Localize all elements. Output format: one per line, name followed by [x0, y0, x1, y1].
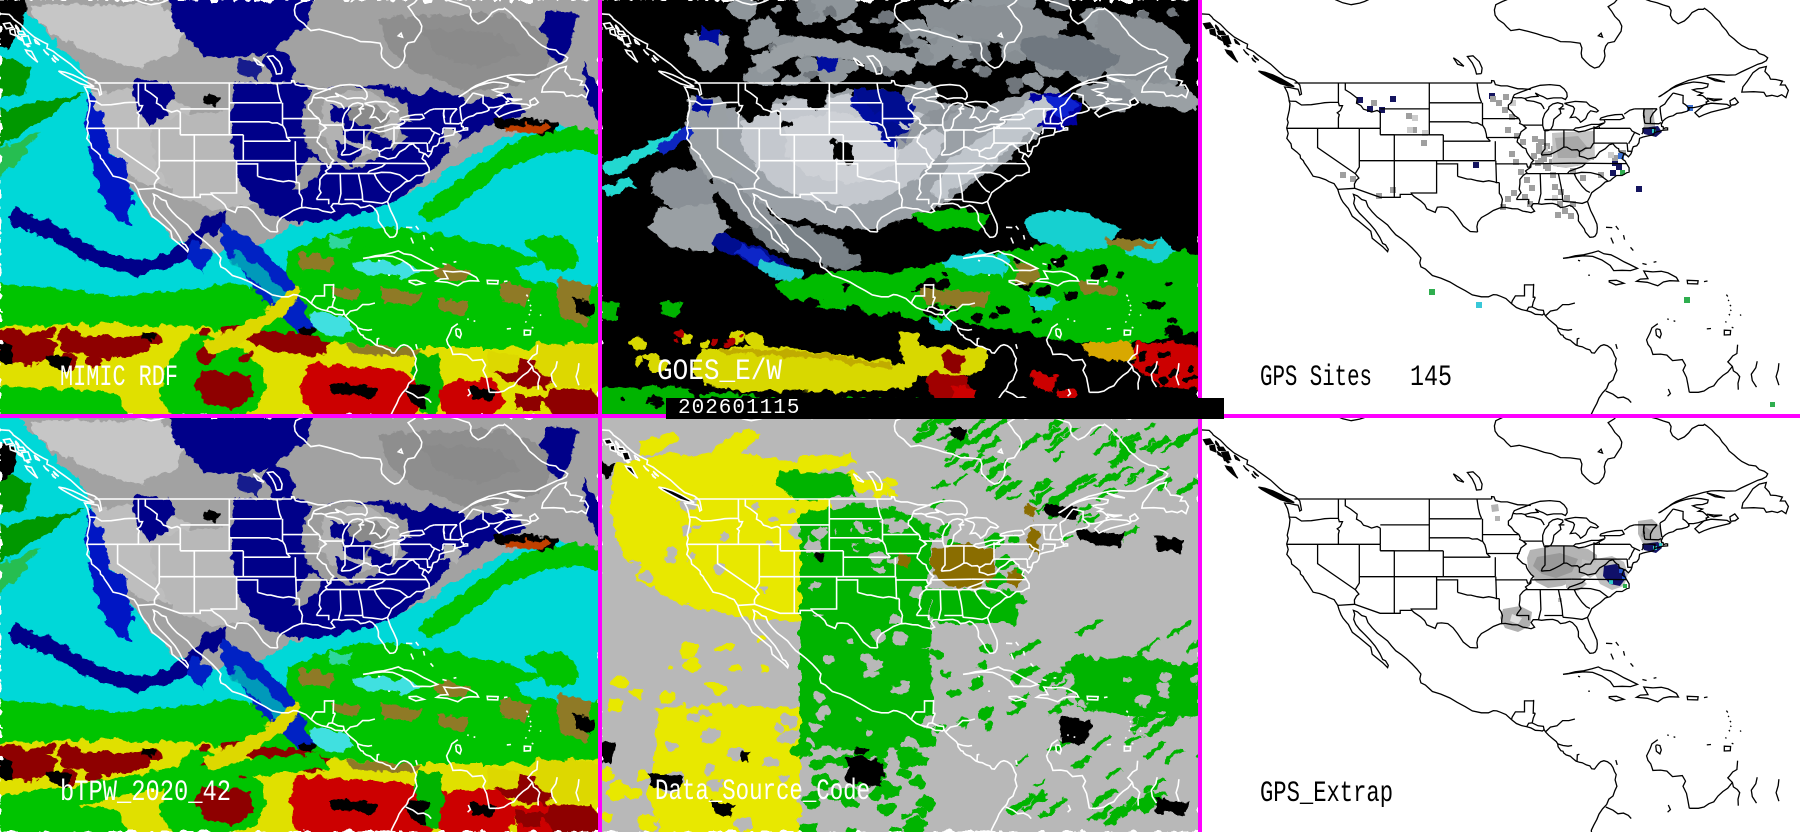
svg-text:GPS_Extrap: GPS_Extrap — [1260, 777, 1393, 811]
svg-text:MIMIC RDF: MIMIC RDF — [60, 361, 178, 395]
svg-text:GOES_E/W: GOES_E/W — [657, 355, 782, 389]
svg-text:Data_Source_Code: Data_Source_Code — [655, 775, 870, 809]
svg-text:bTPW_2020_42: bTPW_2020_42 — [60, 776, 231, 810]
svg-text:145: 145 — [1410, 361, 1452, 395]
svg-text:GPS Sites: GPS Sites — [1260, 361, 1372, 395]
